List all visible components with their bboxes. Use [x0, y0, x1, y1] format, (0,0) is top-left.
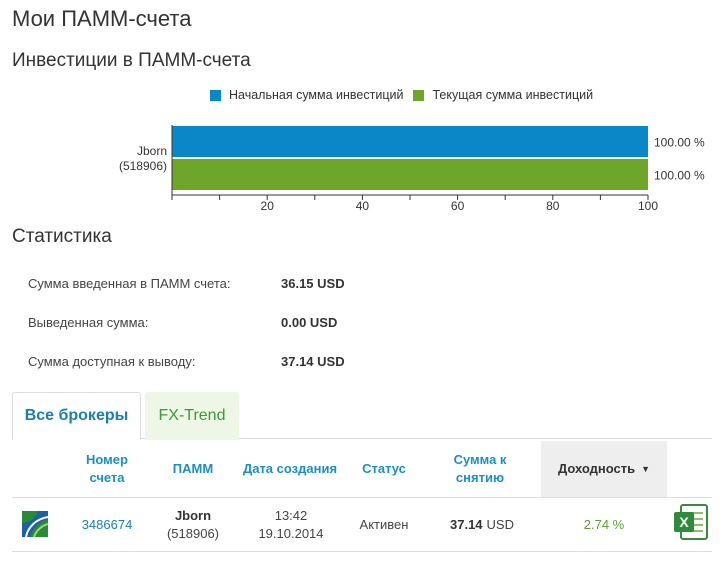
stats-section-title: Статистика — [12, 226, 112, 247]
cell-pamm: Jborn (518906) — [158, 498, 228, 551]
legend-label-current: Текущая сумма инвестиций — [432, 88, 594, 102]
category-label: (518906) — [119, 159, 167, 173]
tab-fx-trend[interactable]: FX-Trend — [145, 392, 239, 440]
stat-label: Выведенная сумма: — [28, 315, 149, 330]
x-tick-label: 40 — [356, 199, 370, 213]
excel-export-icon[interactable]: X — [673, 503, 709, 541]
header-created-date[interactable]: Дата создания — [242, 461, 338, 476]
svg-text:X: X — [679, 514, 689, 530]
stat-row-available: Сумма доступная к выводу: 37.14 USD — [28, 354, 345, 369]
header-divider — [12, 497, 712, 498]
legend-swatch-current — [413, 89, 425, 101]
stat-label: Сумма доступная к выводу: — [28, 354, 196, 369]
withdraw-currency: USD — [486, 516, 514, 532]
header-account-line1: Номер — [86, 452, 128, 467]
legend-item-initial[interactable]: Начальная сумма инвестиций — [210, 88, 403, 102]
header-withdraw-line1: Сумма к — [453, 452, 507, 467]
header-status[interactable]: Статус — [362, 461, 406, 476]
account-link[interactable]: 3486674 — [81, 516, 133, 532]
sort-desc-icon: ▼ — [641, 464, 651, 474]
chart-legend: Начальная сумма инвестиций Текущая сумма… — [210, 88, 603, 102]
page-title: Мои ПАММ-счета — [12, 6, 192, 31]
withdraw-amount: 37.14 — [450, 516, 483, 532]
broker-logo-icon — [22, 511, 48, 537]
stat-row-deposited: Сумма введенная в ПАММ счета: 36.15 USD — [28, 276, 345, 291]
x-tick-label: 100 — [638, 199, 658, 213]
stat-value: 36.15 USD — [281, 276, 345, 291]
x-tick-label: 20 — [261, 199, 275, 213]
cell-yield: 2.74 % — [541, 498, 667, 551]
x-tick-label: 80 — [546, 199, 560, 213]
cell-withdraw-amount: 37.14 USD — [432, 498, 532, 551]
stat-row-withdrawn: Выведенная сумма: 0.00 USD — [28, 315, 337, 330]
header-pamm[interactable]: ПАММ — [172, 461, 214, 476]
bar-initial — [172, 126, 648, 157]
stat-value: 37.14 USD — [281, 354, 345, 369]
header-yield[interactable]: Доходность ▼ — [541, 441, 667, 497]
cell-account-number[interactable]: 3486674 — [72, 498, 142, 551]
header-account-line2: счета — [89, 470, 125, 485]
invest-section-title: Инвестиции в ПАММ-счета — [12, 50, 251, 71]
pamm-id: (518906) — [166, 525, 220, 541]
created-time: 13:42 — [274, 507, 308, 523]
legend-item-current[interactable]: Текущая сумма инвестиций — [413, 88, 593, 102]
stat-label: Сумма введенная в ПАММ счета: — [28, 276, 231, 291]
row-divider — [12, 551, 712, 552]
cell-status: Активен — [359, 516, 409, 532]
header-withdraw-line2: снятию — [455, 470, 505, 485]
cell-created-date: 13:42 19.10.2014 — [244, 498, 338, 551]
legend-swatch-initial — [210, 89, 221, 101]
pamm-name: Jborn — [174, 507, 212, 523]
broker-tabs: Все брокеры FX-Trend — [12, 392, 712, 440]
legend-label-initial: Начальная сумма инвестиций — [229, 88, 404, 102]
stat-value: 0.00 USD — [281, 315, 338, 330]
header-account-number[interactable]: Номер счета — [74, 441, 140, 497]
created-date: 19.10.2014 — [258, 525, 324, 541]
x-tick-label: 60 — [451, 199, 465, 213]
yield-value: 2.74 % — [583, 516, 625, 532]
bar-data-label: 100.00 % — [654, 169, 705, 183]
category-label: Jborn — [137, 144, 167, 158]
investment-bar-chart: 100.00 % 100.00 % 20 40 60 80 100 Jborn(518906) — [119, 125, 705, 213]
bar-current — [172, 159, 648, 190]
bar-data-label: 100.00 % — [654, 136, 705, 150]
tab-all-brokers[interactable]: Все брокеры — [12, 392, 141, 440]
header-withdraw-amount[interactable]: Сумма к снятию — [432, 441, 528, 497]
pamm-accounts-table: Номер счета ПАММ Дата создания Статус Су… — [12, 441, 712, 552]
header-yield-label: Доходность — [557, 461, 636, 476]
